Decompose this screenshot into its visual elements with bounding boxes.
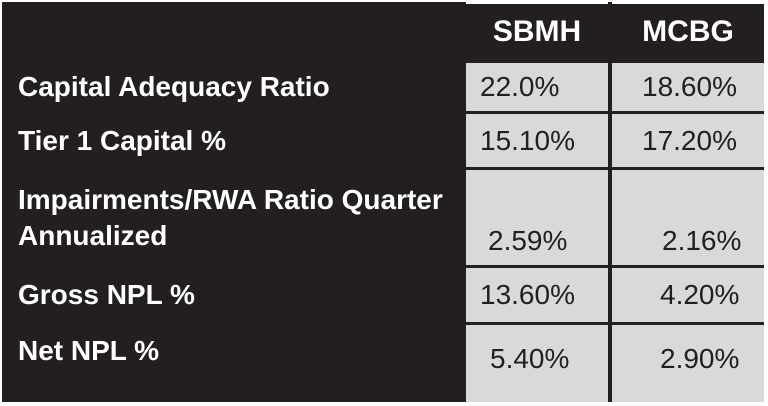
row-label-gross-npl: Gross NPL % [2, 268, 462, 322]
header-empty-cell [2, 2, 462, 60]
value-mcbg-capital-adequacy-ratio: 18.60% [612, 63, 764, 111]
value-sbmh-impairments-rwa-ratio: 2.59% [466, 170, 608, 265]
row-label-tier-1-capital: Tier 1 Capital % [2, 114, 462, 167]
value-mcbg-net-npl: 2.90% [612, 325, 764, 402]
value-mcbg-impairments-rwa-ratio: 2.16% [612, 170, 764, 265]
row-label-impairments-rwa-ratio: Impairments/RWA Ratio Quarter Annualized [2, 170, 462, 265]
value-sbmh-capital-adequacy-ratio: 22.0% [466, 63, 608, 111]
row-label-capital-adequacy-ratio: Capital Adequacy Ratio [2, 63, 462, 111]
row-label-net-npl: Net NPL % [2, 325, 462, 402]
value-sbmh-net-npl: 5.40% [466, 325, 608, 402]
comparison-table: SBMH MCBG Capital Adequacy Ratio 22.0% 1… [2, 2, 764, 402]
value-sbmh-tier-1-capital: 15.10% [466, 114, 608, 167]
column-header-mcbg: MCBG [612, 2, 764, 60]
value-mcbg-tier-1-capital: 17.20% [612, 114, 764, 167]
value-sbmh-gross-npl: 13.60% [466, 268, 608, 322]
column-header-sbmh: SBMH [466, 2, 608, 60]
value-mcbg-gross-npl: 4.20% [612, 268, 764, 322]
